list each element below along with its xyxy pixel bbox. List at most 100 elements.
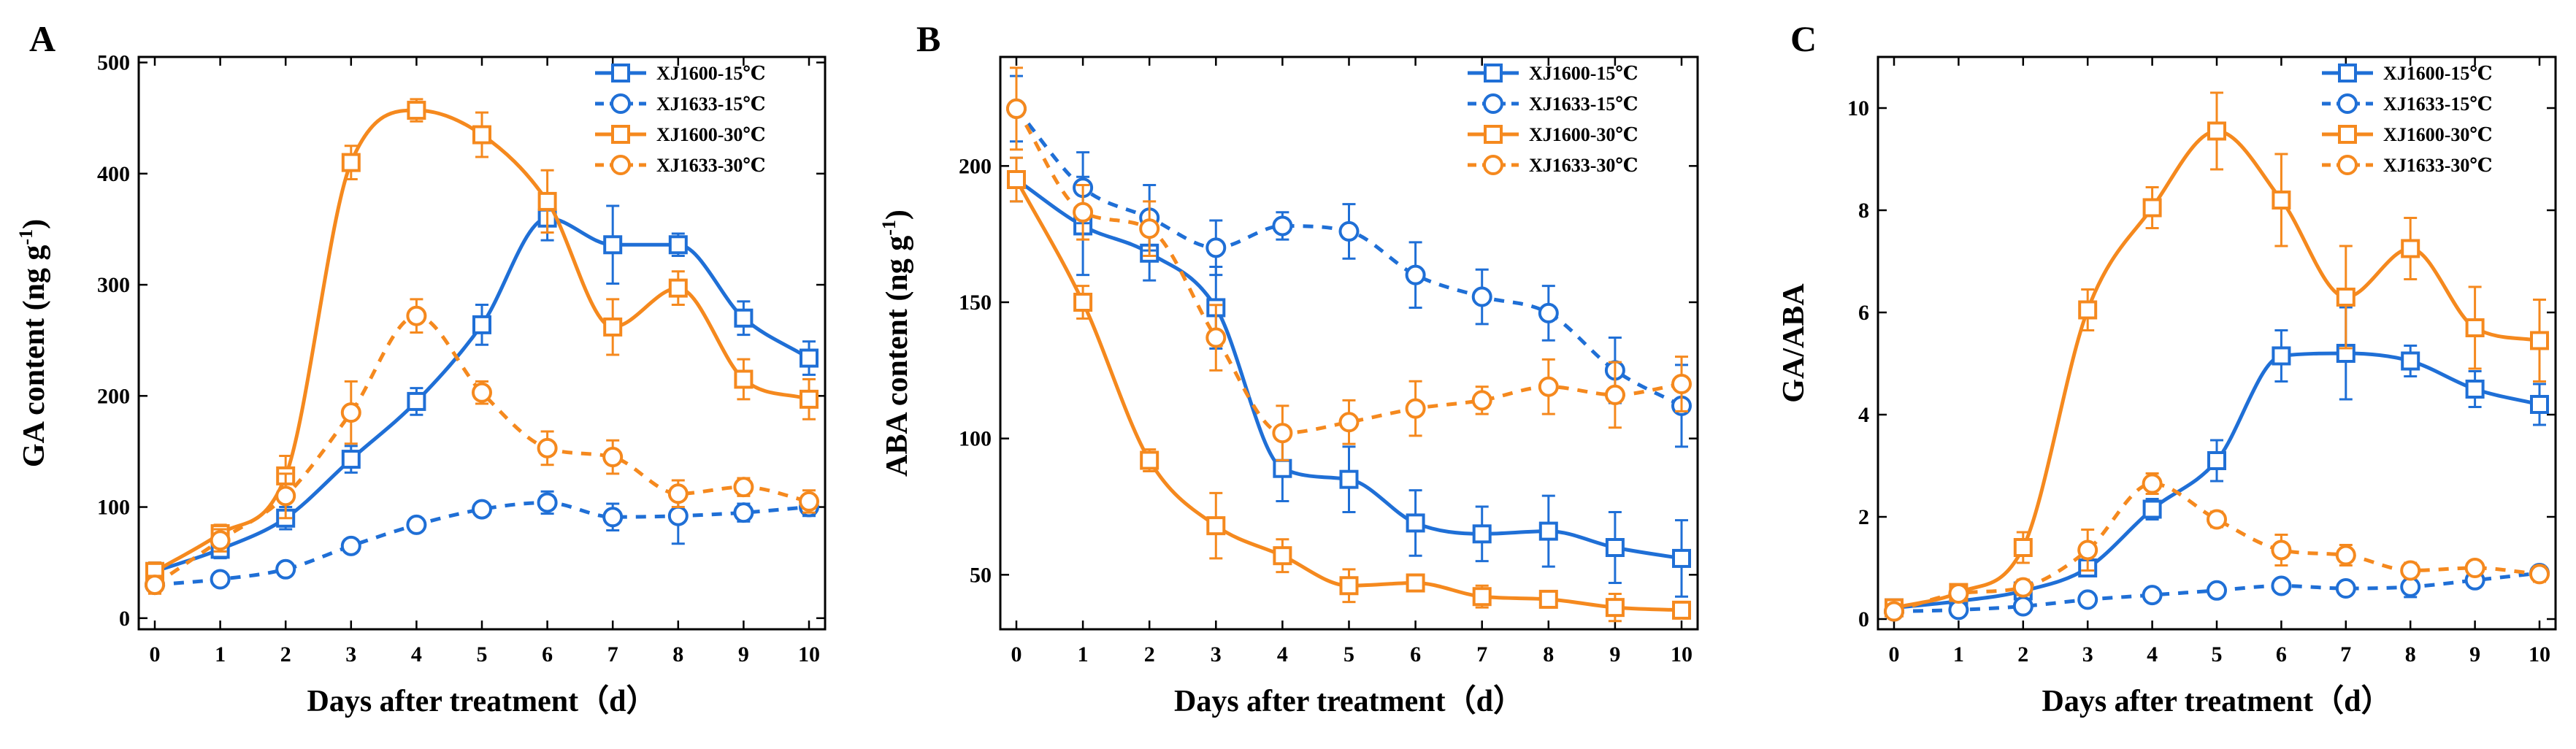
data-point (1338, 412, 1360, 433)
data-point (2272, 346, 2291, 366)
legend-label: XJ1633-30℃ (656, 155, 766, 176)
legend-marker (611, 64, 630, 82)
y-tick-label: 150 (959, 291, 992, 315)
data-point (1405, 264, 1426, 285)
data-point (1405, 398, 1426, 419)
data-point (2142, 198, 2162, 218)
x-tick-label: 10 (1671, 642, 1693, 667)
data-point (2335, 545, 2356, 566)
data-point (733, 502, 754, 523)
data-point (1472, 587, 1492, 607)
data-point (1140, 450, 1159, 470)
x-tick-label: 10 (2529, 642, 2550, 667)
x-tick-label: 0 (1889, 642, 1900, 667)
data-point (2207, 580, 2227, 601)
data-point (2465, 318, 2485, 337)
data-point (340, 402, 361, 423)
data-point (1007, 170, 1026, 189)
x-tick-label: 1 (1953, 642, 1964, 667)
data-point (2335, 578, 2356, 599)
y-tick-label: 50 (970, 563, 992, 587)
data-point (341, 450, 361, 469)
data-point (1671, 374, 1692, 394)
y-tick-label: 8 (1858, 199, 1869, 223)
legend-marker (2338, 64, 2357, 82)
data-point (1272, 423, 1293, 444)
data-point (1538, 376, 1559, 397)
x-tick-label: 8 (2405, 642, 2416, 667)
data-point (1273, 458, 1292, 478)
data-point (800, 348, 819, 368)
data-point (2207, 121, 2226, 141)
data-point (275, 485, 296, 507)
data-point (2077, 589, 2098, 610)
data-point (668, 278, 688, 298)
x-tick-label: 8 (672, 642, 683, 667)
data-point (2336, 288, 2355, 307)
x-tick-label: 3 (345, 642, 356, 667)
data-point (2012, 596, 2033, 617)
y-tick-label: 0 (1858, 607, 1869, 631)
legend-marker (1483, 155, 1503, 175)
data-point (2078, 300, 2098, 320)
x-tick-label: 5 (2212, 642, 2223, 667)
x-tick-label: 4 (2147, 642, 2158, 667)
data-point (1073, 293, 1093, 312)
series-3 (1006, 66, 1692, 462)
x-axis-label: Days after treatment（d） (1174, 684, 1524, 718)
x-tick-label: 8 (1543, 642, 1554, 667)
y-tick-label: 0 (119, 607, 130, 631)
data-point (603, 317, 623, 337)
data-point (407, 391, 426, 411)
data-point (2530, 331, 2549, 350)
x-axis-label: Days after treatment（d） (2042, 684, 2391, 718)
x-tick-label: 5 (1343, 642, 1354, 667)
data-point (2142, 499, 2162, 519)
data-point (2207, 509, 2227, 530)
x-tick-label: 2 (1144, 642, 1155, 667)
data-point (1205, 327, 1227, 348)
data-point (1339, 576, 1359, 596)
data-point (472, 125, 491, 145)
legend-marker (610, 155, 631, 175)
y-tick-label: 400 (97, 162, 130, 186)
data-point (1538, 521, 1558, 541)
data-point (1206, 516, 1226, 536)
x-tick-label: 1 (1078, 642, 1089, 667)
data-point (2077, 539, 2098, 561)
legend-marker (1483, 93, 1503, 114)
legend-label: XJ1633-15℃ (656, 93, 766, 115)
data-point (341, 153, 361, 172)
data-point (407, 101, 426, 120)
x-tick-label: 4 (1277, 642, 1288, 667)
data-point (1339, 469, 1359, 489)
data-point (1672, 548, 1691, 568)
data-point (1139, 218, 1160, 239)
data-point (1948, 583, 1969, 604)
legend: XJ1600-15℃ XJ1633-15℃ XJ1600-30℃ XJ1633-30℃ (595, 63, 766, 176)
data-point (2012, 577, 2033, 598)
data-point (472, 499, 492, 520)
data-point (1472, 524, 1492, 544)
x-tick-label: 6 (1410, 642, 1421, 667)
legend-label: XJ1600-15℃ (656, 63, 766, 84)
data-point (145, 575, 165, 596)
data-point (1406, 573, 1425, 593)
data-point (1272, 215, 1293, 237)
panel-c: C 0 1 2 3 4 5 6 7 8 9 10 0 2 4 6 8 10 Days after treatment… (1777, 18, 2557, 718)
data-point (733, 477, 754, 498)
x-tick-label: 5 (477, 642, 488, 667)
legend-marker (2337, 155, 2358, 175)
series-3 (1884, 472, 2550, 622)
x-tick-label: 6 (2276, 642, 2287, 667)
panel-b: B 0 1 2 3 4 5 6 7 8 9 10 50 100 150 200 Days after treat… (878, 18, 1699, 718)
data-point (1672, 600, 1691, 620)
x-tick-label: 7 (1476, 642, 1487, 667)
legend-marker (610, 93, 631, 114)
data-point (1604, 384, 1625, 405)
data-point (734, 369, 754, 389)
x-tick-label: 4 (411, 642, 422, 667)
x-tick-label: 1 (215, 642, 226, 667)
series-2 (1885, 91, 2549, 618)
